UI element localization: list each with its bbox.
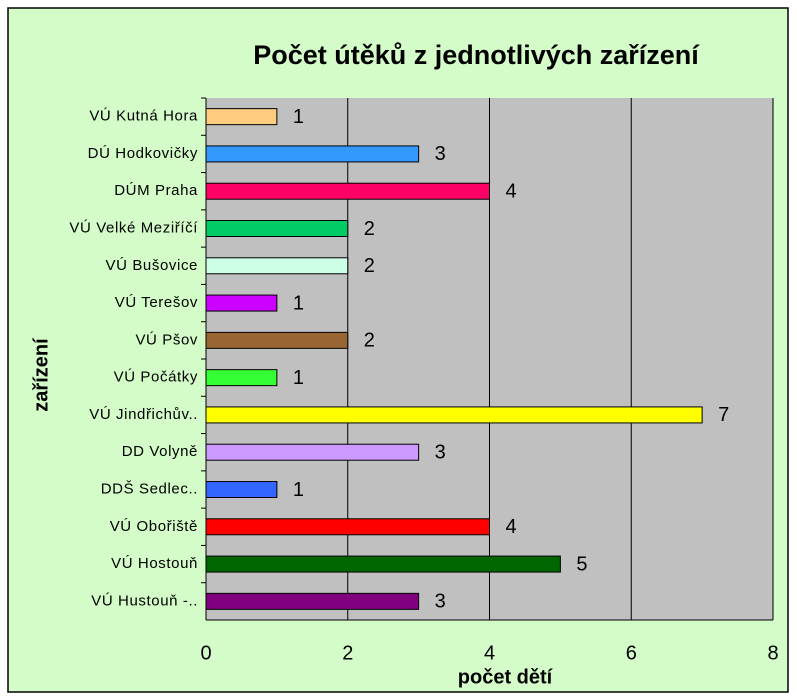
bar [205,406,703,424]
bar [205,257,349,275]
bar [205,294,278,312]
y-tick-label: VÚ Velké Meziříčí [69,219,198,236]
value-label: 2 [364,218,375,240]
value-label: 2 [364,330,375,352]
y-axis-label: zařízení [30,337,52,412]
y-tick-label: VÚ Hostouň [111,555,198,572]
value-label: 5 [576,553,587,575]
y-tick-label: VÚ Hustouň -.. [91,592,198,609]
value-label: 3 [435,441,446,463]
bar [205,331,349,349]
value-label: 3 [435,591,446,613]
x-tick-label: 2 [342,642,353,664]
value-label: 7 [718,404,729,426]
y-tick-label: VÚ Pšov [135,331,198,348]
value-label: 1 [293,106,304,128]
bar [205,481,278,498]
bar [205,182,490,200]
y-tick-label: VÚ Počátky [114,369,198,386]
y-tick-label: VÚ Bušovice [106,257,198,274]
bar [205,518,490,536]
y-tick-label: VÚ Jindřichův.. [89,406,198,423]
bar [205,369,278,387]
y-tick-label: DD Volyně [122,443,198,460]
value-label: 4 [506,180,517,202]
value-label: 4 [506,516,517,538]
y-tick-label: VÚ Obořiště [110,518,198,535]
bar [205,555,561,573]
value-label: 1 [293,292,304,314]
y-tick-label: DDŠ Sedlec.. [101,480,198,497]
x-tick-label: 6 [626,642,637,664]
value-label: 2 [364,255,375,277]
x-tick-label: 0 [200,642,211,664]
bar [205,592,420,610]
y-tick-label: DÚM Praha [114,182,198,199]
y-tick-label: VÚ Terešov [115,294,198,311]
bar [205,108,278,126]
x-tick-label: 4 [484,642,495,664]
bar [205,145,420,163]
bar [205,443,420,461]
y-tick-label: VÚ Kutná Hora [89,108,198,125]
value-label: 3 [435,143,446,165]
value-label: 1 [293,367,304,389]
x-tick-label: 8 [767,642,778,664]
x-axis-label: počet dětí [458,666,554,688]
chart-title: Počet útěků z jednotlivých zařízení [253,40,700,70]
bar [205,220,349,237]
value-label: 1 [293,479,304,501]
y-tick-label: DÚ Hodkovičky [88,145,198,162]
